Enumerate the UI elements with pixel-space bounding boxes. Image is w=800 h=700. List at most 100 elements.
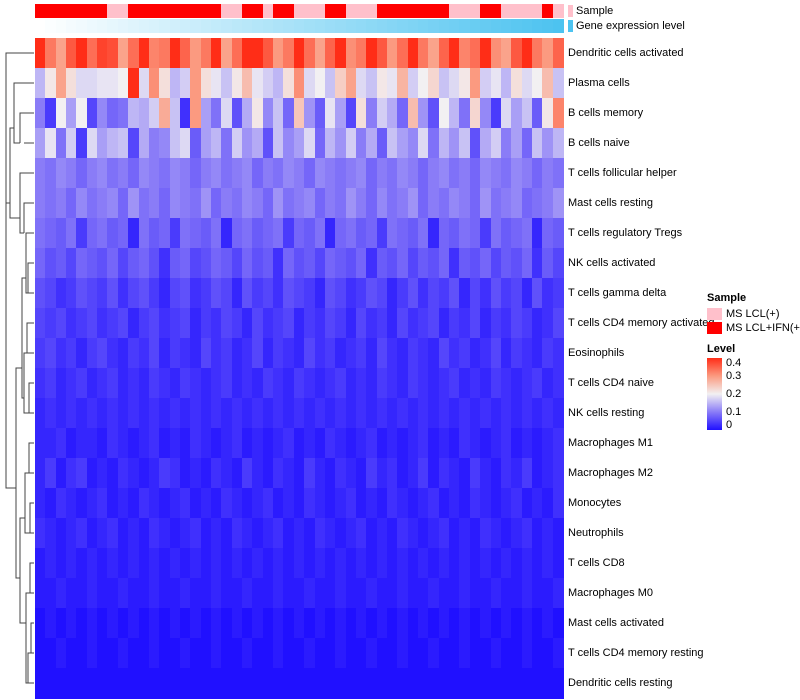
heatmap-cell <box>283 98 295 129</box>
annotation-cell-gene-expression <box>293 19 305 33</box>
heatmap-cell <box>231 38 243 69</box>
annotation-cell-sample <box>128 4 140 18</box>
heatmap-cell <box>500 38 512 69</box>
annotation-cell-gene-expression <box>76 19 88 33</box>
heatmap-cell <box>35 338 46 369</box>
legend-swatch-ms-lcl-ifn <box>707 321 722 334</box>
heatmap-cell <box>138 188 150 219</box>
heatmap-cell <box>283 428 295 459</box>
annotation-cell-sample <box>97 4 109 18</box>
heatmap-cell <box>97 338 109 369</box>
heatmap-cell <box>449 158 461 189</box>
heatmap-cell <box>469 548 481 579</box>
heatmap-cell <box>117 68 129 99</box>
heatmap-cell <box>138 308 150 339</box>
annotation-cell-sample <box>366 4 378 18</box>
annotation-cell-sample <box>428 4 440 18</box>
heatmap-cell <box>500 518 512 549</box>
heatmap-cell <box>200 488 212 519</box>
annotation-cell-gene-expression <box>242 19 253 33</box>
heatmap-cell <box>397 308 409 339</box>
heatmap-cell <box>480 368 492 399</box>
annotation-cell-gene-expression <box>531 19 543 33</box>
annotation-label-swatch <box>568 20 573 33</box>
heatmap-cell <box>366 578 378 609</box>
annotation-cell-gene-expression <box>500 19 512 33</box>
row-label: B cells memory <box>568 107 644 119</box>
heatmap-cell <box>387 458 398 489</box>
heatmap-cell <box>242 38 253 69</box>
heatmap-cell <box>459 248 471 279</box>
heatmap-cell <box>293 488 305 519</box>
heatmap-cell <box>117 578 129 609</box>
heatmap-cell <box>542 398 554 429</box>
heatmap-cell <box>500 158 512 189</box>
heatmap-cell <box>169 428 181 459</box>
annotation-cell-gene-expression <box>231 19 243 33</box>
heatmap-cell <box>200 308 212 339</box>
heatmap-cell <box>552 98 564 129</box>
heatmap-cell <box>128 668 140 699</box>
heatmap-cell <box>107 398 119 429</box>
heatmap-cell <box>552 398 564 429</box>
heatmap-cell <box>387 218 398 249</box>
heatmap-cell <box>345 188 357 219</box>
heatmap-cell <box>283 518 295 549</box>
heatmap-cell <box>159 218 171 249</box>
heatmap-cell <box>324 278 336 309</box>
heatmap-cell <box>438 68 450 99</box>
heatmap-cell <box>97 368 109 399</box>
annotation-cell-gene-expression <box>552 19 564 33</box>
heatmap-cell <box>397 578 409 609</box>
heatmap-cell <box>169 458 181 489</box>
heatmap-cell <box>438 548 450 579</box>
heatmap-cell <box>35 488 46 519</box>
heatmap-cell <box>35 38 46 69</box>
heatmap-cell <box>293 518 305 549</box>
heatmap-cell <box>138 518 150 549</box>
heatmap-cell <box>45 98 57 129</box>
heatmap-cell <box>531 668 543 699</box>
annotation-bar-gene-expression <box>35 19 564 33</box>
heatmap-cell <box>376 398 388 429</box>
heatmap-cell <box>66 488 77 519</box>
heatmap-cell <box>97 308 109 339</box>
heatmap-cell <box>66 368 77 399</box>
heatmap-cell <box>511 338 523 369</box>
heatmap-cell <box>76 278 88 309</box>
heatmap-cell <box>542 218 554 249</box>
heatmap-cell <box>35 68 46 99</box>
heatmap-cell <box>376 278 388 309</box>
row-label: T cells gamma delta <box>568 287 667 299</box>
heatmap-cell <box>397 548 409 579</box>
heatmap-cell <box>97 398 109 429</box>
heatmap-cell <box>128 38 140 69</box>
heatmap-cell <box>376 518 388 549</box>
heatmap-cell <box>469 68 481 99</box>
heatmap-cell <box>335 368 347 399</box>
heatmap-cell <box>169 578 181 609</box>
heatmap-cell <box>480 578 492 609</box>
heatmap-cell <box>66 338 77 369</box>
heatmap-cell <box>387 368 398 399</box>
heatmap-cell <box>293 458 305 489</box>
heatmap-cell <box>500 248 512 279</box>
heatmap-cell <box>449 128 461 159</box>
heatmap-cell <box>159 398 171 429</box>
heatmap-cell <box>345 518 357 549</box>
heatmap-cell <box>179 518 191 549</box>
heatmap-cell <box>480 668 492 699</box>
heatmap-cell <box>355 368 367 399</box>
heatmap-cell <box>418 308 429 339</box>
heatmap-cell <box>45 38 57 69</box>
heatmap-cell <box>211 248 222 279</box>
heatmap-cell <box>314 338 326 369</box>
heatmap-cell <box>190 218 202 249</box>
heatmap-cell <box>76 398 88 429</box>
heatmap-cell <box>86 548 98 579</box>
heatmap-cell <box>428 188 440 219</box>
heatmap-cell <box>283 548 295 579</box>
heatmap-cell <box>55 248 67 279</box>
heatmap-cell <box>449 38 461 69</box>
heatmap-cell <box>407 368 419 399</box>
